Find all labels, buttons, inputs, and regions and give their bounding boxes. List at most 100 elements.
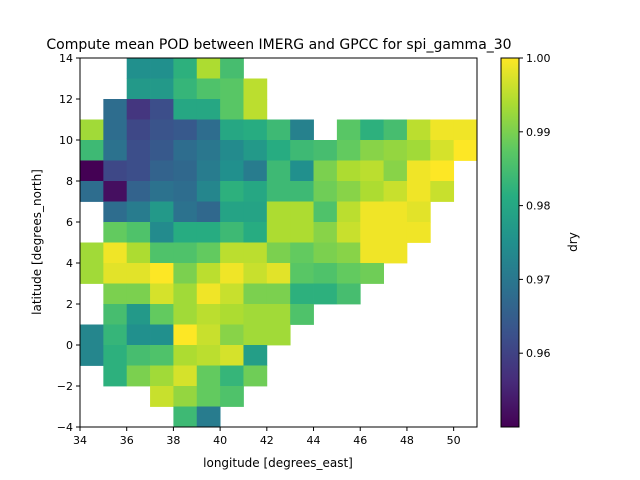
heatmap-cell xyxy=(266,324,291,346)
heatmap-cell xyxy=(406,201,431,223)
heatmap-cell xyxy=(290,283,314,305)
heatmap-cell xyxy=(80,140,104,161)
heatmap-cell xyxy=(196,99,221,120)
heatmap-cell xyxy=(313,181,338,202)
heatmap-cell xyxy=(196,283,221,305)
x-tick-label: 38 xyxy=(166,434,180,447)
heatmap-cell xyxy=(360,181,384,202)
heatmap-cell xyxy=(266,304,291,325)
heatmap-cell xyxy=(126,119,151,141)
heatmap-cell xyxy=(383,201,408,223)
colorbar-axis: 0.96 0.97 0.98 0.99 1.00 xyxy=(519,52,551,360)
heatmap-cell xyxy=(360,222,384,243)
heatmap-cell xyxy=(453,140,478,161)
heatmap-cell xyxy=(196,242,221,264)
heatmap-cell xyxy=(406,181,431,202)
heatmap-cell xyxy=(243,160,268,182)
heatmap-cell xyxy=(126,201,151,223)
heatmap-cell xyxy=(150,324,174,346)
heatmap-cell xyxy=(103,304,128,325)
heatmap-cell xyxy=(220,222,244,243)
heatmap-cell xyxy=(173,201,198,223)
heatmap-cell xyxy=(196,386,221,407)
heatmap-cells xyxy=(80,58,478,428)
heatmap-cell xyxy=(290,181,314,202)
y-tick-label: 12 xyxy=(59,93,73,106)
chart-title: Compute mean POD between IMERG and GPCC … xyxy=(46,37,511,53)
heatmap-cell xyxy=(383,160,408,182)
heatmap-cell xyxy=(243,365,268,387)
heatmap-cell xyxy=(243,99,268,120)
heatmap-cell xyxy=(126,283,151,305)
heatmap-cell xyxy=(173,324,198,346)
x-tick-label: 36 xyxy=(120,434,134,447)
heatmap-cell xyxy=(243,324,268,346)
heatmap-cell xyxy=(406,119,431,141)
heatmap-cell xyxy=(126,222,151,243)
y-tick-label: 8 xyxy=(66,175,73,188)
heatmap-cell xyxy=(196,222,221,243)
colorbar-tick-label: 0.98 xyxy=(526,200,551,213)
heatmap-cell xyxy=(266,201,291,223)
heatmap-cell xyxy=(290,242,314,264)
heatmap-cell xyxy=(173,242,198,264)
heatmap-cell xyxy=(220,78,244,100)
heatmap-cell xyxy=(126,345,151,366)
heatmap-cell xyxy=(150,345,174,366)
heatmap-cell xyxy=(80,160,104,182)
heatmap-cell xyxy=(173,140,198,161)
heatmap-cell xyxy=(243,222,268,243)
heatmap-cell xyxy=(173,283,198,305)
heatmap-cell xyxy=(173,58,198,79)
heatmap-cell xyxy=(220,324,244,346)
heatmap-cell xyxy=(80,242,104,264)
heatmap-cell xyxy=(103,201,128,223)
heatmap-cell xyxy=(196,58,221,79)
heatmap-cell xyxy=(173,386,198,407)
heatmap-cell xyxy=(173,222,198,243)
heatmap-cell xyxy=(383,181,408,202)
heatmap-cell xyxy=(430,140,455,161)
heatmap-cell xyxy=(173,263,198,284)
heatmap-cell xyxy=(220,242,244,264)
heatmap-cell xyxy=(313,222,338,243)
heatmap-cell xyxy=(430,181,455,202)
heatmap-cell xyxy=(220,160,244,182)
heatmap-cell xyxy=(126,263,151,284)
heatmap-cell xyxy=(243,304,268,325)
heatmap-cell xyxy=(243,140,268,161)
heatmap-cell xyxy=(266,283,291,305)
heatmap-cell xyxy=(173,406,198,428)
x-axis: 34 36 38 40 42 44 46 48 50 xyxy=(73,427,461,447)
heatmap-cell xyxy=(126,304,151,325)
heatmap-cell xyxy=(313,160,338,182)
heatmap-cell xyxy=(126,181,151,202)
heatmap-cell xyxy=(336,242,361,264)
heatmap-cell xyxy=(196,201,221,223)
heatmap-cell xyxy=(173,345,198,366)
heatmap-cell xyxy=(266,160,291,182)
heatmap-cell xyxy=(196,140,221,161)
heatmap-cell xyxy=(313,140,338,161)
heatmap-cell xyxy=(173,304,198,325)
x-tick-label: 34 xyxy=(73,434,87,447)
y-tick-label: 0 xyxy=(66,339,73,352)
heatmap-cell xyxy=(266,119,291,141)
y-tick-label: 10 xyxy=(59,134,73,147)
colorbar-tick-label: 1.00 xyxy=(526,52,551,65)
heatmap-cell xyxy=(103,365,128,387)
heatmap-cell xyxy=(430,119,455,141)
colorbar xyxy=(500,57,520,428)
heatmap-cell xyxy=(196,365,221,387)
heatmap-cell xyxy=(196,78,221,100)
y-tick-label: 6 xyxy=(66,216,73,229)
heatmap-cell xyxy=(290,304,314,325)
heatmap-cell xyxy=(173,365,198,387)
heatmap-cell xyxy=(150,160,174,182)
heatmap-cell xyxy=(80,324,104,346)
colorbar-label: dry xyxy=(566,232,580,252)
heatmap-cell xyxy=(360,160,384,182)
heatmap-cell xyxy=(103,140,128,161)
y-axis: −4 −2 0 2 4 6 8 10 12 14 xyxy=(57,52,80,434)
heatmap-cell xyxy=(383,222,408,243)
